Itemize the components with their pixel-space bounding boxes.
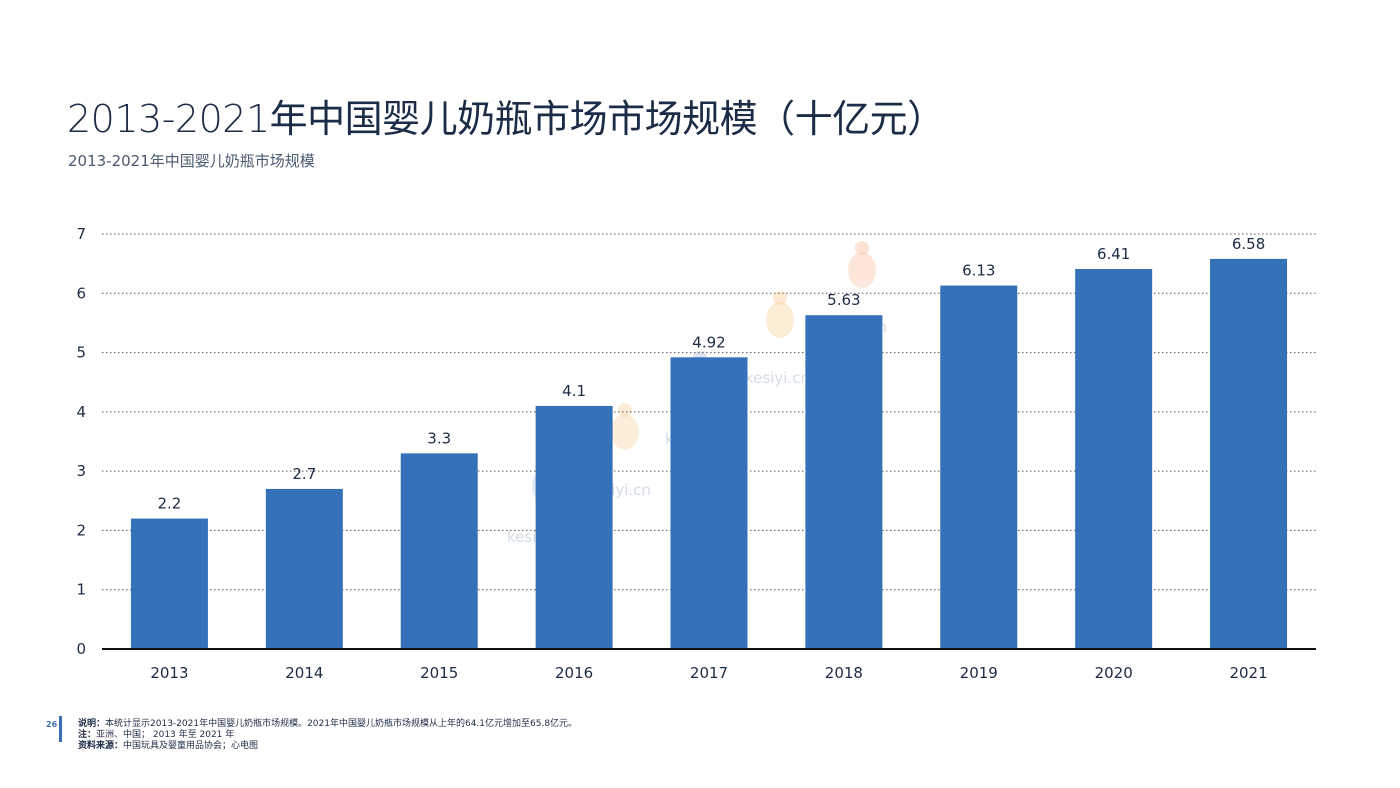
x-tick-label: 2017	[690, 664, 728, 682]
page-title-years: 2013-2021	[67, 97, 270, 141]
y-tick-label: 1	[76, 581, 86, 599]
y-tick-label: 4	[76, 403, 86, 421]
bar	[670, 357, 748, 649]
watermark-figure-body	[611, 414, 639, 450]
watermark-figure-head	[855, 241, 869, 255]
footer-notes: 说明：本统计显示2013-2021年中国婴儿奶瓶市场规模。2021年中国婴儿奶瓶…	[78, 719, 577, 752]
bar-value-label: 6.58	[1232, 235, 1265, 253]
page-number: 26	[46, 720, 58, 729]
footer-scope: 注：亚洲、中国； 2013 年至 2021 年	[78, 730, 577, 741]
bar	[1075, 268, 1153, 649]
bar	[940, 285, 1018, 649]
x-tick-label: 2016	[555, 664, 593, 682]
x-tick-label: 2015	[420, 664, 458, 682]
bar	[265, 488, 343, 649]
bar	[400, 453, 478, 649]
y-tick-label: 7	[76, 225, 86, 243]
y-tick-label: 3	[76, 462, 86, 480]
x-tick-label: 2013	[150, 664, 188, 682]
note-text: 本统计显示2013-2021年中国婴儿奶瓶市场规模。2021年中国婴儿奶瓶市场规…	[105, 719, 578, 729]
value-labels: 2.2 2.7 3.3 4.1 4.92 5.63 6.13 6.41 6.58	[158, 235, 1266, 513]
y-tick-label: 0	[76, 640, 86, 658]
y-axis-ticks: 0 1 2 3 4 5 6 7	[76, 225, 86, 658]
footer-source: 资料来源：中国玩具及婴童用品协会；心电图	[78, 741, 577, 752]
page-title-text: 年中国婴儿奶瓶市场市场规模（十亿元）	[269, 97, 946, 141]
bar-value-label: 5.63	[827, 291, 860, 309]
bar-value-label: 2.2	[158, 495, 182, 513]
bar-value-label: 4.1	[562, 382, 586, 400]
note-label: 说明：	[78, 719, 106, 729]
scope-text: 亚洲、中国； 2013 年至 2021 年	[96, 730, 235, 740]
bar	[1210, 258, 1288, 649]
bar	[130, 518, 208, 649]
bar-value-label: 6.13	[962, 262, 995, 280]
page-title: 2013-2021年中国婴儿奶瓶市场市场规模（十亿元）	[67, 88, 945, 143]
x-axis-ticks: 2013 2014 2015 2016 2017 2018 2019 2020 2021	[150, 664, 1267, 682]
footer-accent-bar	[59, 716, 62, 742]
bar-value-label: 3.3	[427, 429, 451, 447]
x-tick-label: 2014	[285, 664, 323, 682]
bar	[535, 405, 613, 649]
x-tick-label: 2019	[960, 664, 998, 682]
watermark-figure-body	[766, 302, 794, 338]
bar	[805, 315, 883, 649]
y-tick-label: 6	[76, 284, 86, 302]
watermark-figure-body	[848, 252, 876, 288]
x-tick-label: 2021	[1229, 664, 1267, 682]
y-tick-label: 5	[76, 344, 86, 362]
watermark-figure-head	[618, 403, 632, 417]
bars	[130, 258, 1288, 649]
source-label: 资料来源：	[78, 741, 124, 751]
x-tick-label: 2018	[825, 664, 863, 682]
y-tick-label: 2	[76, 521, 86, 539]
chart-subtitle: 2013-2021年中国婴儿奶瓶市场规模	[68, 152, 315, 170]
bar-value-label: 6.41	[1097, 245, 1130, 263]
bar-value-label: 4.92	[692, 333, 725, 351]
source-text: 中国玩具及婴童用品协会；心电图	[123, 741, 259, 751]
bar-value-label: 2.7	[292, 465, 316, 483]
footer-note: 说明：本统计显示2013-2021年中国婴儿奶瓶市场规模。2021年中国婴儿奶瓶…	[78, 719, 577, 730]
watermark-text: kesiyi.cn	[745, 369, 810, 387]
x-tick-label: 2020	[1095, 664, 1133, 682]
watermark-figure-head	[773, 291, 787, 305]
scope-label: 注：	[78, 730, 97, 740]
